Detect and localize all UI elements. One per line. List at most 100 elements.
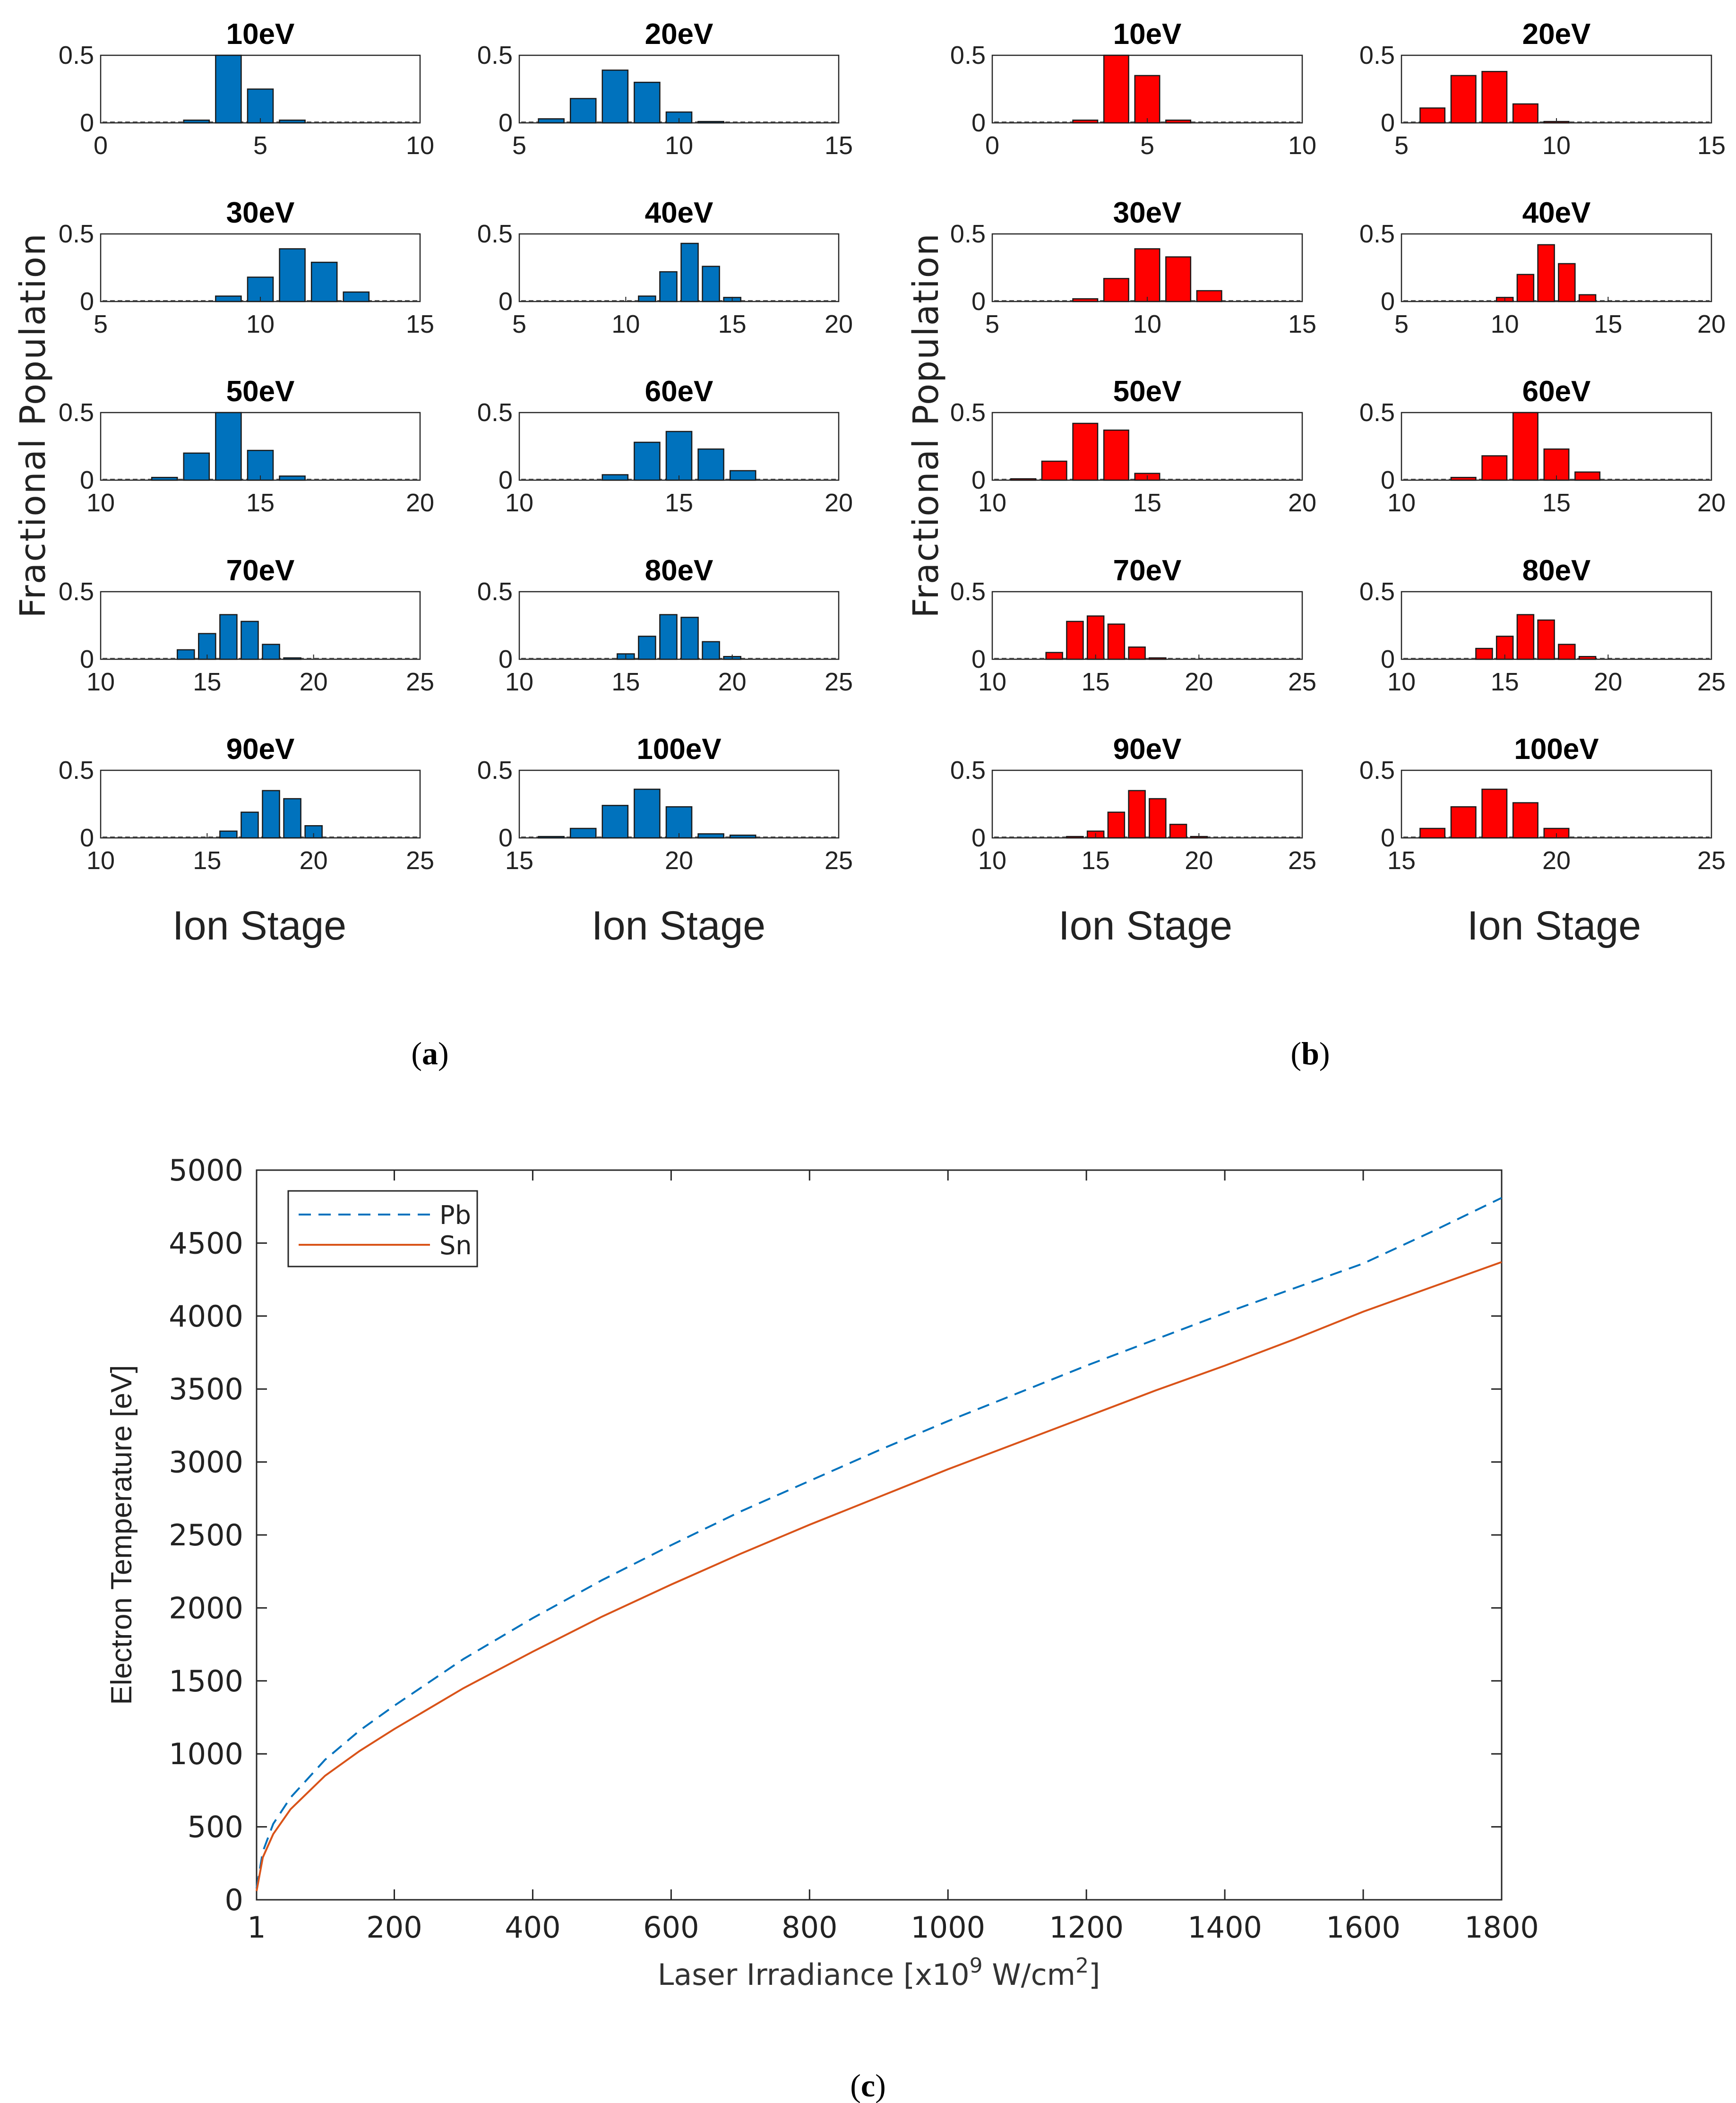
subplot-xtick-label: 10: [1542, 131, 1571, 160]
bar-a-30eV-stage-13: [343, 291, 370, 302]
subplot-title: 10eV: [1113, 18, 1182, 51]
panel-b-xlabel-right: Ion Stage: [1467, 903, 1641, 948]
bar-b-30eV-stage-12: [1196, 290, 1222, 302]
subplot-title: 70eV: [1113, 554, 1182, 587]
panel-b-xlabel-left: Ion Stage: [1058, 903, 1232, 948]
subplot-xtick-label: 0: [985, 131, 999, 160]
subplot-xtick-label: 10: [1288, 131, 1316, 160]
subplot-xtick-label: 10: [978, 489, 1006, 517]
subplot-xtick-label: 5: [1394, 131, 1409, 160]
panel-a: Fractional Population Ion Stage Ion Stag…: [13, 233, 765, 1071]
subplot-ytick-label: 0.5: [59, 220, 94, 248]
bar-a-100eV-stage-19: [634, 788, 661, 839]
subplot-xtick-label: 10: [505, 489, 533, 517]
subplot-title: 40eV: [1522, 197, 1591, 229]
bar-b-80eV-stage-14: [1475, 647, 1493, 660]
subplot-ytick-label: 0: [80, 466, 94, 494]
subplot-ytick-label: 0: [1381, 824, 1395, 852]
subplot-axes-box: [991, 412, 1303, 481]
subplot-title: 80eV: [645, 554, 713, 587]
bar-b-70eV-stage-14: [1066, 621, 1084, 660]
subplot-title: 40eV: [645, 197, 713, 229]
bar-a-100eV-stage-17: [569, 827, 597, 839]
subplot-a-10eV: 0 0.5 0 5 10 10eV: [59, 18, 434, 160]
subplot-xtick-label: 25: [1697, 668, 1726, 696]
line-chart-xtick-label: 1000: [911, 1910, 985, 1945]
subplot-ytick-label: 0: [1381, 466, 1395, 494]
bar-a-50eV-stage-15: [247, 449, 274, 481]
subplot-xtick-label: 25: [1697, 846, 1726, 875]
xlabel-part-1: Laser Irradiance [x10: [658, 1957, 970, 1992]
bar-b-10eV-stage-6: [1165, 120, 1192, 124]
subplot-xtick-label: 5: [1140, 131, 1154, 160]
bar-b-100eV-stage-16: [1419, 827, 1446, 839]
subplot-xtick-label: 20: [1594, 668, 1622, 696]
subplot-xtick-label: 10: [86, 489, 115, 517]
subplot-xtick-label: 10: [406, 131, 434, 160]
bar-b-20eV-stage-7: [1450, 75, 1477, 124]
bar-b-70eV-stage-18: [1149, 657, 1167, 660]
bar-b-50eV-stage-11: [1010, 478, 1037, 481]
subplot-ytick-label: 0: [498, 645, 513, 673]
subplot-xtick-label: 20: [1697, 489, 1726, 517]
subplot-ytick-label: 0: [80, 645, 94, 673]
subplot-ytick-label: 0: [971, 645, 986, 673]
subplot-axes-box: [100, 591, 421, 660]
bar-b-30eV-stage-8: [1072, 298, 1099, 302]
legend-label-sn: Sn: [439, 1231, 472, 1260]
subplot-xtick-label: 20: [1697, 310, 1726, 338]
subplot-xtick-label: 25: [1288, 668, 1316, 696]
bar-a-10eV-stage-6: [279, 120, 306, 124]
bar-b-20eV-stage-6: [1419, 107, 1446, 124]
xlabel-sup-1: 9: [970, 1954, 983, 1978]
subplot-a-90eV: 0 0.5 10 15 20 25 90eV: [59, 733, 434, 875]
subplot-xtick-label: 15: [1288, 310, 1316, 338]
xlabel-part-3: ]: [1089, 1957, 1100, 1992]
bar-a-100eV-stage-21: [697, 833, 724, 839]
bar-a-30eV-stage-9: [215, 295, 242, 302]
subplot-xtick-label: 15: [246, 489, 275, 517]
bar-a-10eV-stage-3: [183, 120, 210, 124]
subplot-title: 60eV: [645, 375, 713, 408]
bar-b-90eV-stage-14: [1066, 836, 1084, 839]
subplot-xtick-label: 20: [1542, 846, 1571, 875]
subplot-ytick-label: 0.5: [1359, 41, 1395, 69]
subplot-axes-box: [1401, 233, 1712, 302]
subplot-ytick-label: 0: [498, 109, 513, 137]
line-chart-xtick-label: 1400: [1187, 1910, 1262, 1945]
bar-a-30eV-stage-12: [310, 261, 338, 302]
bar-a-60eV-stage-15: [665, 431, 693, 481]
subplot-xtick-label: 25: [406, 846, 434, 875]
line-chart-plot: 1 200 400 600 800 1000 1200 1400 1600 18000500100…: [169, 1153, 1539, 1945]
subplot-ytick-label: 0: [80, 824, 94, 852]
line-chart-xlabel: Laser Irradiance [x109 W/cm2]: [658, 1954, 1100, 1992]
panel-a-xlabel-left: Ion Stage: [172, 903, 346, 948]
bar-b-70eV-stage-15: [1086, 615, 1105, 660]
caption-a-letter: a: [422, 1035, 438, 1071]
subplot-a-100eV: 0 0.5 15 20 25 100eV: [477, 733, 853, 875]
subplot-a-50eV: 0 0.5 10 15 20 50eV: [59, 375, 434, 517]
subplot-ytick-label: 0.5: [950, 756, 986, 784]
subplot-title: 20eV: [1522, 18, 1591, 51]
subplot-xtick-label: 5: [94, 310, 108, 338]
bar-a-40eV-stage-13: [680, 242, 699, 302]
caption-c-letter: c: [861, 2068, 875, 2103]
subplot-xtick-label: 15: [1542, 489, 1571, 517]
subplot-ytick-label: 0: [80, 287, 94, 316]
bar-a-20eV-stage-8: [602, 69, 629, 124]
subplot-xtick-label: 25: [1288, 846, 1316, 875]
bar-a-90eV-stage-19: [283, 798, 301, 839]
subplot-xtick-label: 5: [1394, 310, 1409, 338]
bar-a-80eV-stage-16: [638, 636, 656, 660]
subplot-xtick-label: 10: [978, 668, 1006, 696]
subplot-a-60eV: 0 0.5 10 15 20 60eV: [477, 375, 853, 517]
subplot-ytick-label: 0.5: [59, 41, 94, 69]
bar-b-30eV-stage-9: [1103, 278, 1129, 302]
subplot-ytick-label: 0.5: [950, 41, 986, 69]
subplot-xtick-label: 10: [505, 668, 533, 696]
subplot-title: 100eV: [636, 733, 721, 766]
bar-b-40eV-stage-14: [1578, 294, 1597, 302]
subplot-ytick-label: 0: [1381, 109, 1395, 137]
